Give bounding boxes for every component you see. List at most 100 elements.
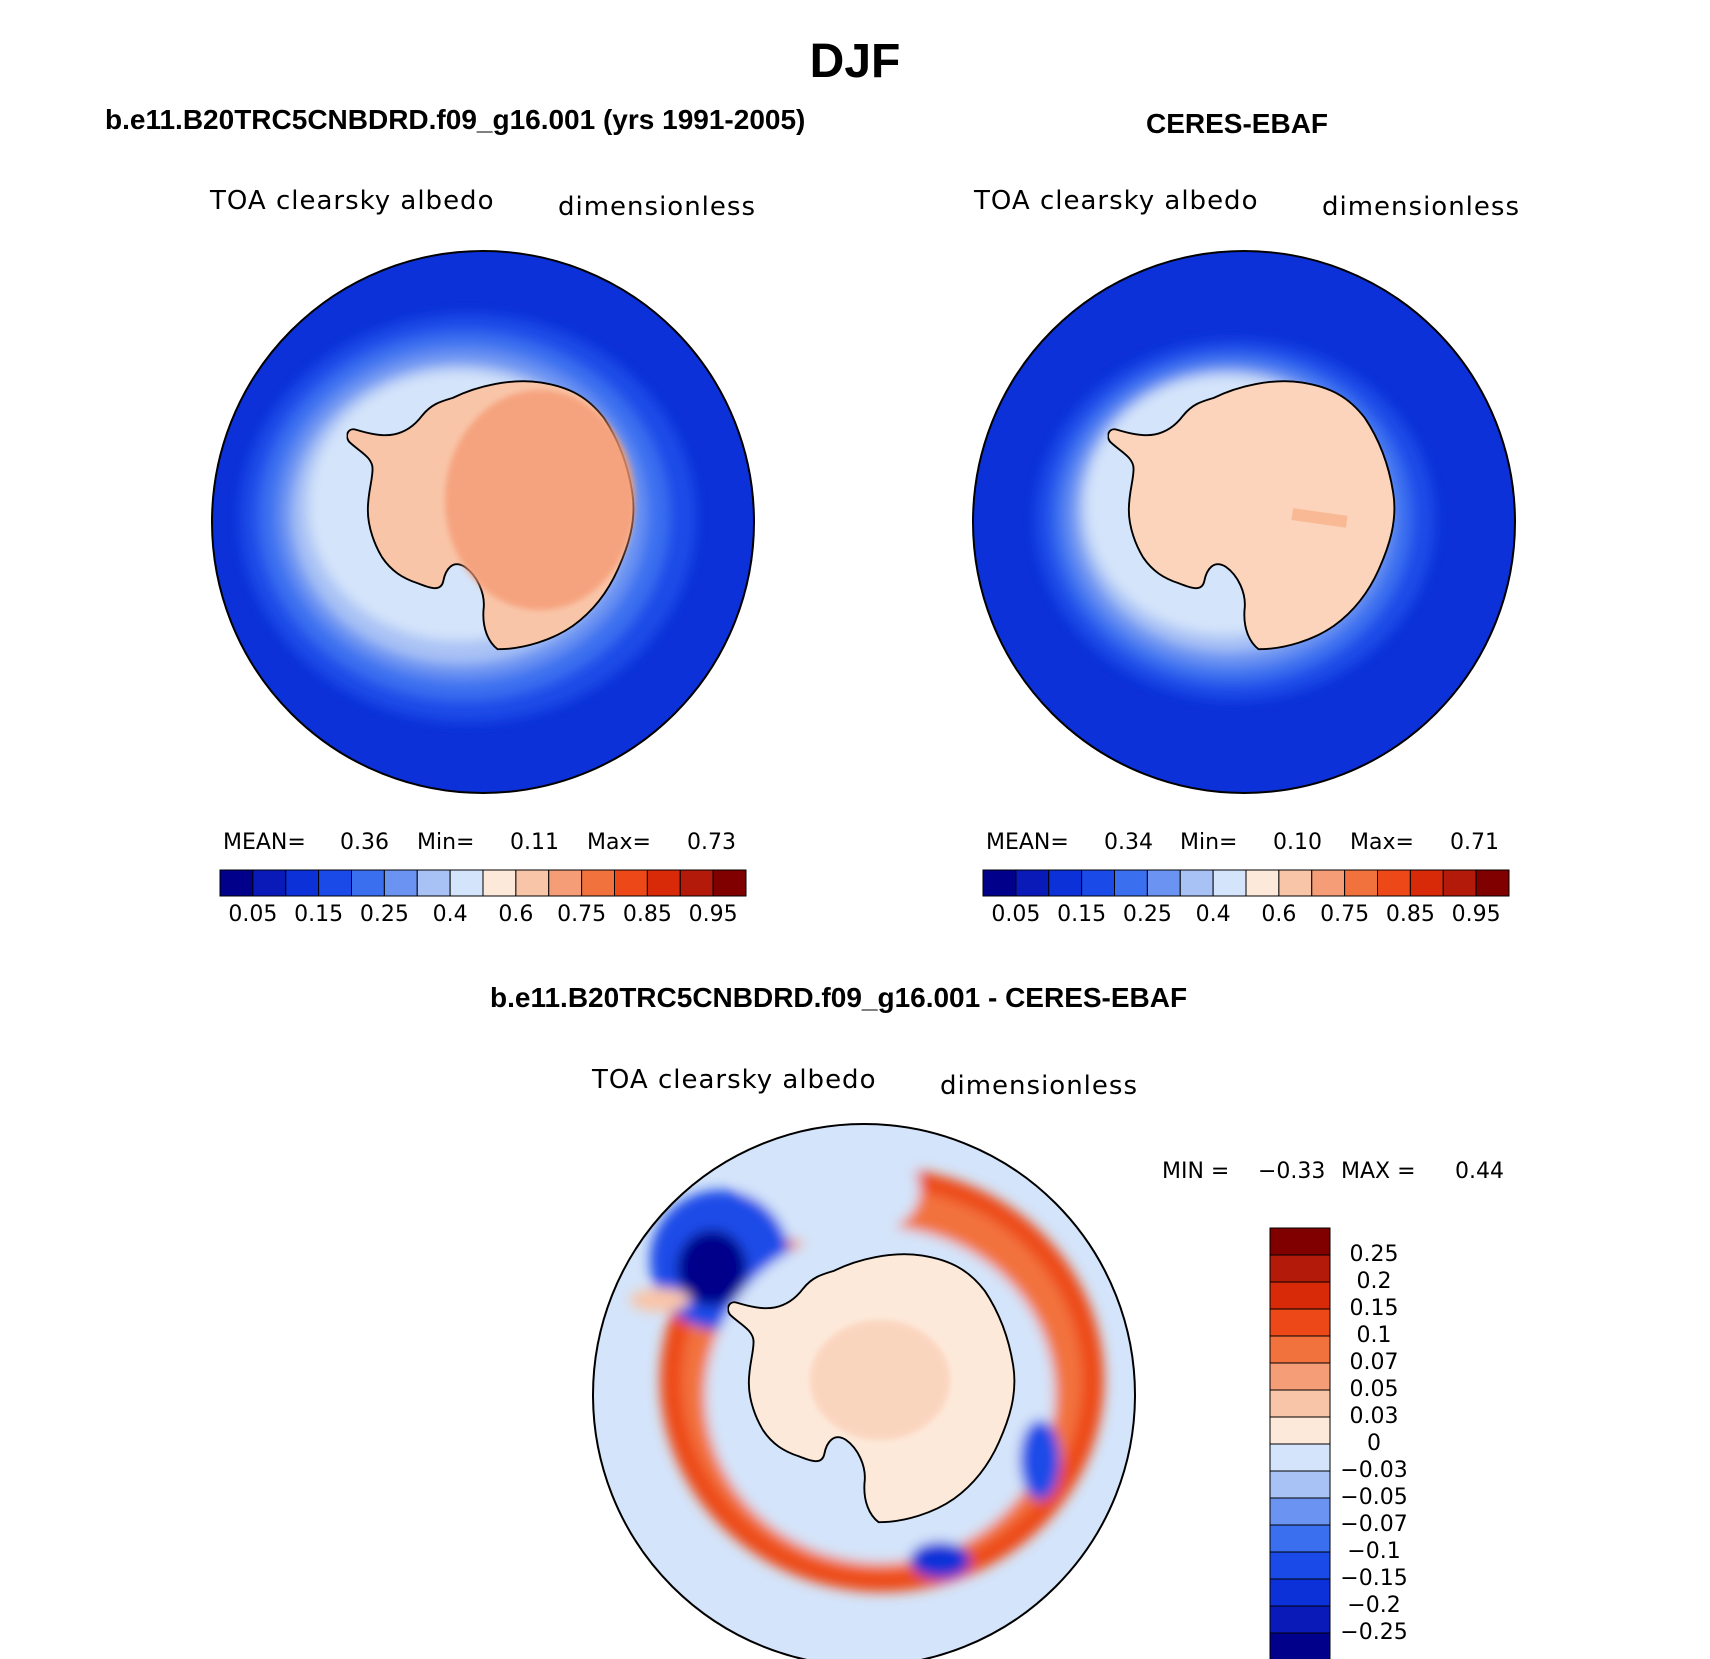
panel-1-min-label: Min=: [417, 830, 475, 855]
colorbar-difference-tick-label: 0.05: [1349, 1377, 1399, 1402]
colorbar-difference-swatch: [1269, 1362, 1331, 1391]
colorbar-difference-swatch: [1269, 1389, 1331, 1418]
colorbar-difference-swatch: [1269, 1281, 1331, 1310]
map-model: [211, 250, 755, 794]
colorbar-ceres: [982, 869, 1510, 897]
panel-3-min-value: −0.33: [1258, 1159, 1326, 1184]
colorbar-model-swatch: [482, 869, 517, 897]
colorbar-ceres-swatch: [1245, 869, 1280, 897]
panel-2-mean-label: MEAN=: [986, 830, 1069, 855]
colorbar-model-swatch: [351, 869, 385, 897]
panel-1-title: b.e11.B20TRC5CNBDRD.f09_g16.001 (yrs 199…: [105, 104, 806, 135]
panel-2-mean-value: 0.34: [1104, 830, 1153, 855]
colorbar-difference-swatch: [1269, 1335, 1331, 1364]
colorbar-model-tick-label: 0.4: [432, 902, 468, 927]
colorbar-difference-tick-label: 0.15: [1349, 1296, 1399, 1321]
panel-1-max-value: 0.73: [687, 830, 736, 855]
colorbar-ceres-swatch: [1146, 869, 1181, 897]
panel-3-units-label: dimensionless: [940, 1071, 1138, 1101]
colorbar-difference-tick-label: 0.2: [1356, 1269, 1392, 1294]
colorbar-ceres-tick-label: 0.6: [1261, 902, 1297, 927]
colorbar-model-swatch: [219, 869, 254, 897]
colorbar-model-swatch: [416, 869, 451, 897]
colorbar-difference-swatch: [1269, 1470, 1331, 1499]
colorbar-difference-tick-label: −0.15: [1340, 1566, 1408, 1591]
colorbar-ceres-tick-label: 0.25: [1122, 902, 1172, 927]
colorbar-difference-tick-label: 0.03: [1349, 1404, 1399, 1429]
colorbar-model-tick-label: 0.25: [359, 902, 409, 927]
colorbar-ceres-tick-label: 0.15: [1057, 902, 1107, 927]
map-difference: [592, 1123, 1136, 1659]
colorbar-difference-swatch: [1269, 1578, 1331, 1607]
colorbar-ceres-swatch: [1409, 869, 1444, 897]
map-difference-border: [592, 1123, 1136, 1659]
colorbar-model-swatch: [679, 869, 714, 897]
colorbar-ceres-tick-label: 0.05: [991, 902, 1041, 927]
colorbar-ceres-tick-label: 0.85: [1385, 902, 1435, 927]
panel-1-variable-label: TOA clearsky albedo: [210, 186, 495, 216]
panel-2-units-label: dimensionless: [1322, 192, 1520, 222]
panel-3-variable-label: TOA clearsky albedo: [592, 1065, 877, 1095]
colorbar-model-tick-label: 0.85: [622, 902, 672, 927]
colorbar-ceres-swatch: [1311, 869, 1346, 897]
colorbar-model-swatch: [285, 869, 320, 897]
map-ceres-border: [972, 250, 1516, 794]
colorbar-difference-tick-label: 0.07: [1349, 1350, 1399, 1375]
panel-2-title: CERES-EBAF: [1146, 108, 1329, 139]
colorbar-difference-tick-label: 0.25: [1349, 1242, 1399, 1267]
colorbar-difference-swatch: [1269, 1227, 1331, 1256]
colorbar-model-swatch: [581, 869, 615, 897]
colorbar-ceres-swatch: [1179, 869, 1214, 897]
colorbar-ceres-tick-label: 0.75: [1320, 902, 1370, 927]
colorbar-difference-swatch: [1269, 1605, 1331, 1634]
colorbar-difference-swatch: [1269, 1551, 1331, 1580]
colorbar-difference-tick-label: 0: [1367, 1431, 1381, 1456]
panel-1-units-label: dimensionless: [558, 192, 756, 222]
colorbar-model-swatch: [712, 869, 747, 897]
panel-3-max-value: 0.44: [1455, 1159, 1504, 1184]
colorbar-model-tick-label: 0.75: [557, 902, 607, 927]
colorbar-difference-swatch: [1269, 1254, 1331, 1283]
colorbar-difference-tick-label: −0.07: [1340, 1512, 1408, 1537]
colorbar-model-tick-label: 0.15: [294, 902, 344, 927]
colorbar-difference-swatch: [1269, 1308, 1331, 1337]
colorbar-ceres-swatch: [1475, 869, 1510, 897]
colorbar-ceres-swatch: [1377, 869, 1411, 897]
colorbar-model-swatch: [548, 869, 583, 897]
colorbar-ceres-swatch: [1048, 869, 1083, 897]
colorbar-model: [219, 869, 747, 897]
panel-1-max-label: Max=: [587, 830, 651, 855]
map-ceres: [972, 250, 1516, 794]
panel-2-min-value: 0.10: [1273, 830, 1322, 855]
panel-2-max-label: Max=: [1350, 830, 1414, 855]
colorbar-ceres-swatch: [1015, 869, 1050, 897]
colorbar-model-swatch: [318, 869, 352, 897]
panel-1-mean-label: MEAN=: [223, 830, 306, 855]
colorbar-difference-swatch: [1269, 1443, 1331, 1472]
colorbar-model-swatch: [252, 869, 287, 897]
colorbar-difference-tick-label: −0.03: [1340, 1458, 1408, 1483]
panel-1-min-value: 0.11: [510, 830, 559, 855]
panel-2-min-label: Min=: [1180, 830, 1238, 855]
colorbar-difference-swatch: [1269, 1416, 1331, 1445]
colorbar-difference-tick-label: 0.1: [1356, 1323, 1392, 1348]
colorbar-model-swatch: [646, 869, 681, 897]
colorbar-model-swatch: [515, 869, 550, 897]
colorbar-ceres-swatch: [1442, 869, 1477, 897]
colorbar-ceres-tick-label: 0.95: [1451, 902, 1501, 927]
colorbar-model-swatch: [383, 869, 418, 897]
colorbar-difference-tick-label: −0.05: [1340, 1485, 1408, 1510]
colorbar-model-swatch: [449, 869, 484, 897]
colorbar-difference-tick-label: −0.2: [1347, 1593, 1401, 1618]
map-model-border: [211, 250, 755, 794]
panel-3-min-label: MIN =: [1162, 1159, 1230, 1184]
colorbar-ceres-tick-label: 0.4: [1195, 902, 1231, 927]
colorbar-model-tick-label: 0.05: [228, 902, 278, 927]
panel-3-max-label: MAX =: [1341, 1159, 1416, 1184]
panel-2-variable-label: TOA clearsky albedo: [974, 186, 1259, 216]
colorbar-difference: [1269, 1227, 1331, 1659]
colorbar-model-tick-label: 0.6: [498, 902, 534, 927]
colorbar-difference-tick-label: −0.1: [1347, 1539, 1401, 1564]
colorbar-ceres-swatch: [1278, 869, 1313, 897]
